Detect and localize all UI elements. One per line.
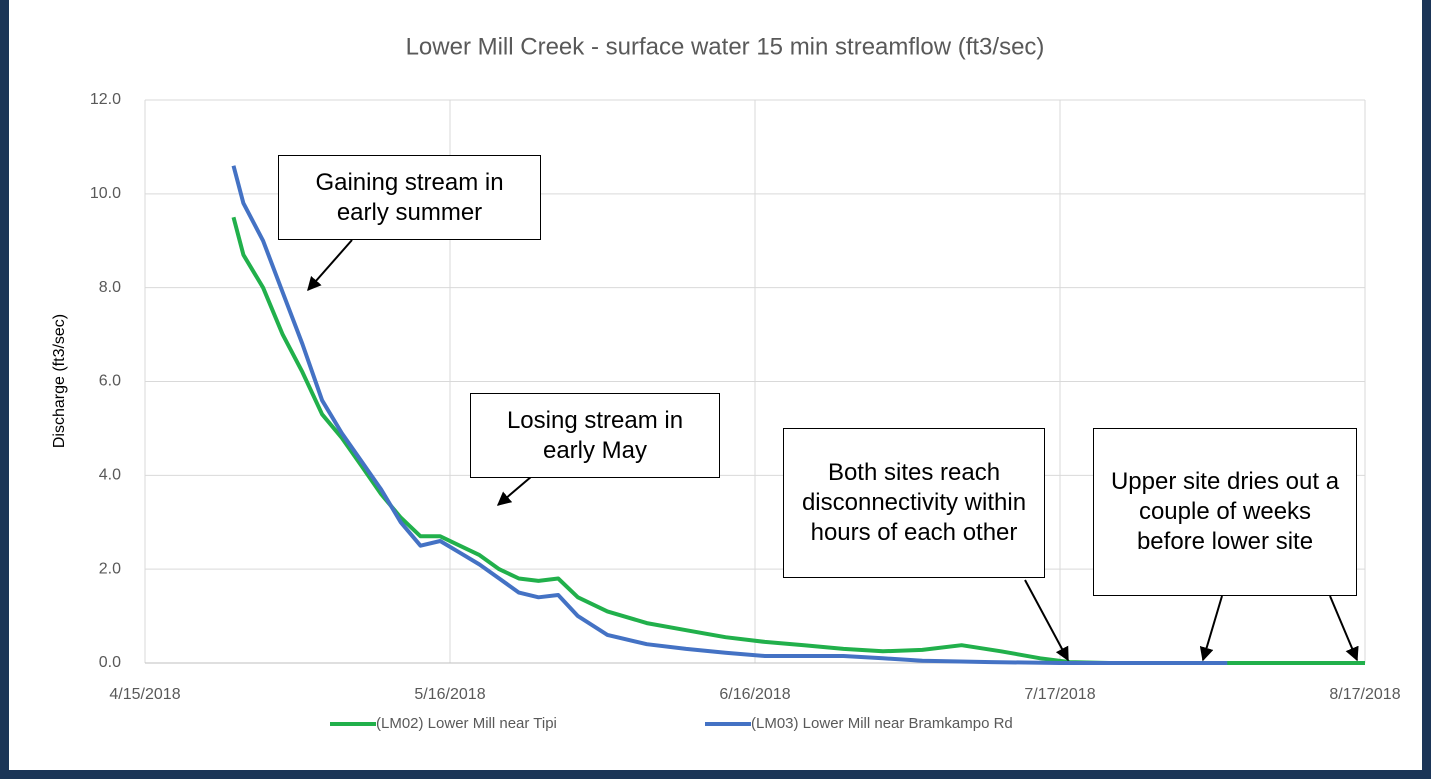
- annotation-arrow: [1024, 579, 1069, 662]
- x-tick-label: 8/17/2018: [1329, 686, 1400, 703]
- y-axis-label: Discharge (ft3/sec): [51, 314, 68, 448]
- chart-title: Lower Mill Creek - surface water 15 min …: [406, 33, 1045, 60]
- x-tick-label: 5/16/2018: [414, 686, 485, 703]
- x-tick-label: 6/16/2018: [719, 686, 790, 703]
- y-tick-label: 6.0: [99, 373, 121, 390]
- annotation-arrow: [1199, 595, 1223, 662]
- y-tick-label: 12.0: [90, 91, 121, 108]
- series-line: [231, 216, 1365, 665]
- x-tick-label: 7/17/2018: [1024, 686, 1095, 703]
- annotation: Losing stream in early May: [470, 393, 720, 478]
- annotation: Gaining stream in early summer: [278, 155, 541, 240]
- legend-label: (LM03) Lower Mill near Bramkampo Rd: [751, 715, 1013, 732]
- y-tick-label: 4.0: [99, 467, 121, 484]
- annotation: Both sites reach disconnectivity within …: [783, 428, 1045, 578]
- chart-panel: [9, 0, 1422, 770]
- legend-label: (LM02) Lower Mill near Tipi: [376, 715, 557, 732]
- annotation: Upper site dries out a couple of weeks b…: [1093, 428, 1357, 596]
- y-tick-label: 10.0: [90, 185, 121, 202]
- y-tick-label: 8.0: [99, 279, 121, 296]
- y-tick-label: 2.0: [99, 560, 121, 577]
- annotation-arrow: [307, 239, 353, 292]
- x-tick-label: 4/15/2018: [109, 686, 180, 703]
- y-tick-label: 0.0: [99, 654, 121, 671]
- annotation-arrow: [1329, 595, 1359, 662]
- series-line: [231, 165, 1228, 665]
